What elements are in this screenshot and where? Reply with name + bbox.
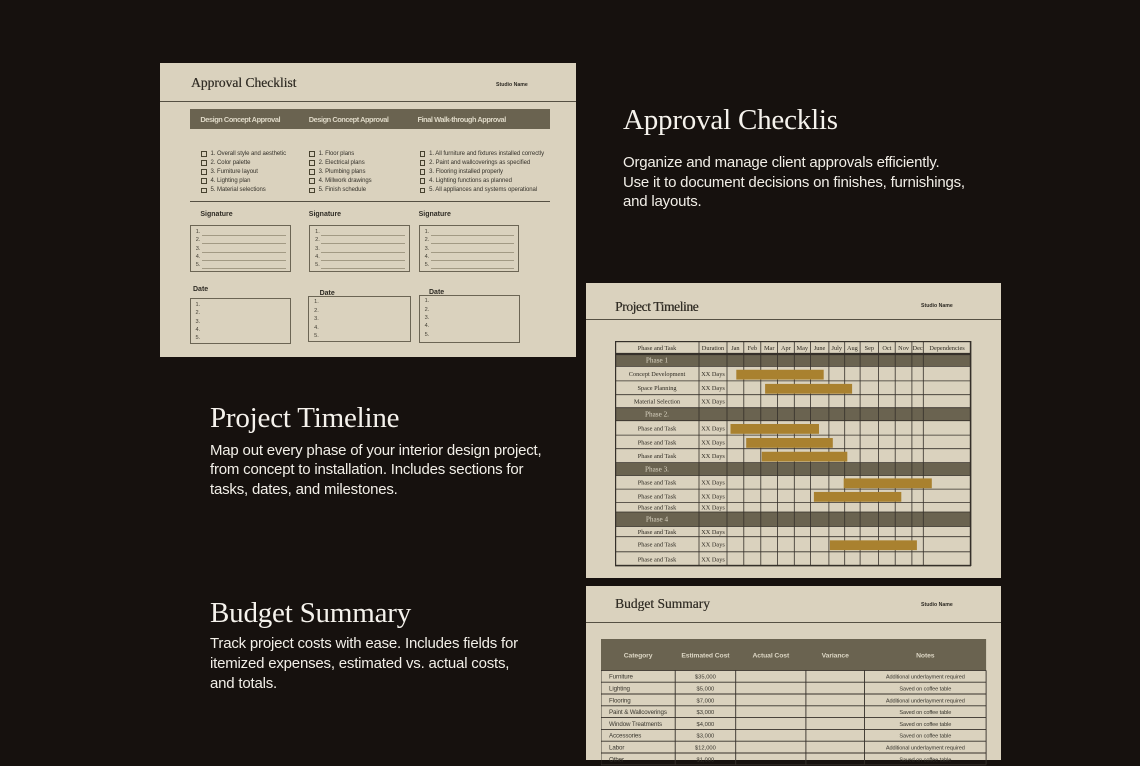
svg-text:Phase and Task: Phase and Task: [638, 529, 677, 536]
svg-text:Phase 4: Phase 4: [646, 516, 669, 524]
svg-text:Furniture: Furniture: [609, 674, 634, 681]
svg-text:Material Selection: Material Selection: [634, 399, 681, 406]
svg-text:XX Days: XX Days: [701, 425, 725, 432]
svg-text:Flooring: Flooring: [609, 697, 631, 704]
svg-text:Saved on coffee table: Saved on coffee table: [900, 710, 952, 716]
svg-text:XX Days: XX Days: [701, 556, 725, 563]
svg-text:Estimated Cost: Estimated Cost: [682, 653, 731, 660]
svg-text:Phase and Task: Phase and Task: [638, 425, 677, 432]
svg-text:$1,000: $1,000: [697, 757, 715, 763]
svg-text:Actual Cost: Actual Cost: [753, 653, 791, 660]
svg-text:Window Treatments: Window Treatments: [609, 721, 662, 728]
svg-text:Saved on coffee table: Saved on coffee table: [900, 734, 952, 740]
svg-text:Sep: Sep: [865, 345, 874, 352]
svg-text:Phase and Task: Phase and Task: [638, 345, 677, 352]
svg-text:XX Days: XX Days: [701, 480, 725, 487]
svg-text:Nov: Nov: [898, 345, 910, 352]
svg-text:Phase 2.: Phase 2.: [645, 411, 669, 419]
svg-text:XX Days: XX Days: [701, 453, 725, 460]
svg-text:Dec: Dec: [913, 345, 923, 352]
svg-text:Oct: Oct: [882, 345, 891, 352]
svg-text:$35,000: $35,000: [695, 675, 716, 681]
svg-text:Paint & Wallcoverings: Paint & Wallcoverings: [609, 709, 667, 716]
svg-text:Additional underlayment requir: Additional underlayment required: [886, 746, 965, 752]
svg-text:Labor: Labor: [609, 745, 624, 752]
svg-text:July: July: [832, 345, 843, 352]
svg-text:XX Days: XX Days: [701, 493, 725, 500]
svg-text:Duration: Duration: [702, 345, 725, 352]
svg-text:Notes: Notes: [916, 653, 935, 660]
svg-text:$5,000: $5,000: [697, 687, 715, 693]
svg-text:Variance: Variance: [822, 653, 849, 660]
svg-text:Phase and Task: Phase and Task: [638, 439, 677, 446]
svg-text:Dependencies: Dependencies: [929, 345, 965, 352]
svg-text:Additional underlayment requir: Additional underlayment required: [886, 675, 965, 681]
svg-text:XX Days: XX Days: [701, 371, 725, 378]
svg-text:XX Days: XX Days: [701, 399, 725, 406]
svg-text:Space Planning: Space Planning: [638, 385, 678, 392]
svg-text:Apr: Apr: [781, 345, 792, 352]
svg-text:$3,000: $3,000: [697, 734, 715, 740]
svg-text:XX Days: XX Days: [701, 385, 725, 392]
svg-text:$4,000: $4,000: [697, 722, 715, 728]
svg-text:Feb: Feb: [748, 345, 757, 352]
svg-text:$12,000: $12,000: [695, 746, 716, 752]
svg-text:XX Days: XX Days: [701, 542, 725, 549]
svg-text:Saved on coffee table: Saved on coffee table: [900, 722, 952, 728]
svg-text:XX Days: XX Days: [701, 439, 725, 446]
svg-text:Saved on coffee table: Saved on coffee table: [900, 757, 952, 763]
svg-text:May: May: [797, 345, 809, 352]
svg-text:Saved on coffee table: Saved on coffee table: [900, 687, 952, 693]
svg-text:Lighting: Lighting: [609, 686, 631, 693]
svg-text:Phase and Task: Phase and Task: [638, 505, 677, 512]
svg-text:Phase and Task: Phase and Task: [638, 493, 677, 500]
svg-text:$3,000: $3,000: [697, 710, 715, 716]
svg-text:XX Days: XX Days: [701, 505, 725, 512]
svg-text:Mar: Mar: [764, 345, 775, 352]
svg-text:Phase and Task: Phase and Task: [638, 542, 677, 549]
svg-text:Concept Development: Concept Development: [629, 371, 686, 378]
svg-text:Jan: Jan: [731, 345, 740, 352]
svg-text:June: June: [814, 345, 826, 352]
svg-text:Phase 1: Phase 1: [646, 357, 669, 365]
svg-text:Phase and Task: Phase and Task: [638, 453, 677, 460]
svg-text:XX Days: XX Days: [701, 529, 725, 536]
svg-text:Aug: Aug: [847, 345, 859, 352]
svg-text:Additional underlayment requir: Additional underlayment required: [886, 698, 965, 704]
svg-text:Accessories: Accessories: [609, 733, 641, 740]
svg-text:Category: Category: [624, 653, 653, 660]
svg-text:$7,000: $7,000: [697, 698, 715, 704]
svg-text:Phase 3.: Phase 3.: [645, 466, 669, 474]
svg-text:Phase and Task: Phase and Task: [638, 480, 677, 487]
svg-text:Phase and Task: Phase and Task: [638, 556, 677, 563]
